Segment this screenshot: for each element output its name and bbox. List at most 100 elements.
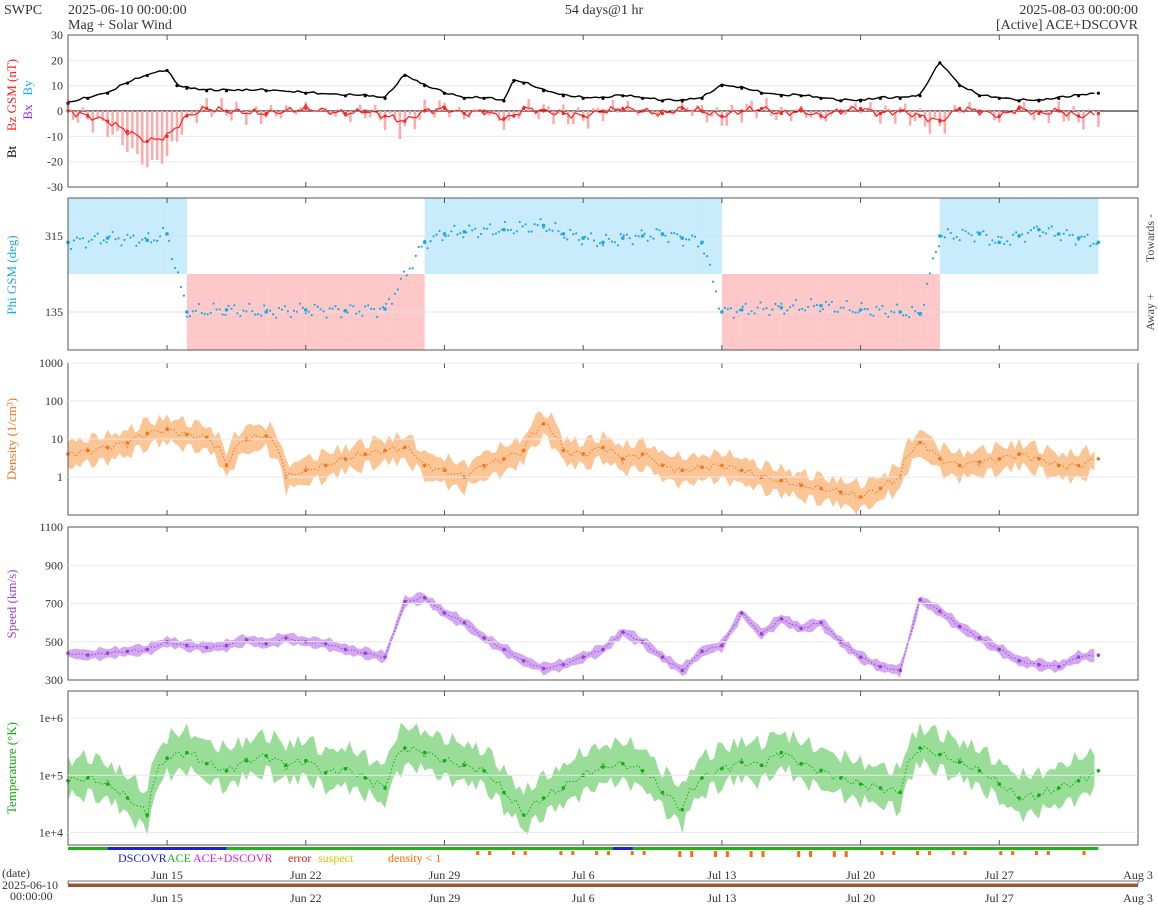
- density-point-41: [878, 486, 883, 491]
- phi-dot: [875, 305, 878, 308]
- speed-ytick-2: 700: [45, 597, 63, 611]
- bz-point-17: [462, 111, 466, 116]
- phi-dot: [135, 244, 138, 247]
- status-density-flag: [523, 851, 527, 855]
- density-point-46: [977, 460, 982, 464]
- phi-dot: [640, 229, 643, 232]
- phi-dot: [1038, 235, 1041, 238]
- speed-point-51: [1076, 655, 1081, 659]
- phi-point-33: [1017, 234, 1021, 238]
- speed-point-19: [442, 611, 447, 615]
- speed-point-45: [957, 624, 962, 629]
- phi-dot: [518, 220, 521, 224]
- bz-point-15: [423, 109, 427, 113]
- phi-dot: [527, 230, 530, 233]
- density-ytick-1: 100: [45, 394, 63, 408]
- phi-dot: [200, 311, 203, 315]
- phi-dot: [732, 316, 735, 319]
- speed-point-43: [918, 597, 922, 602]
- density-point-49: [1037, 457, 1041, 461]
- phi-dot: [361, 314, 364, 317]
- phi-dot: [697, 245, 700, 248]
- density-point-31: [680, 468, 685, 473]
- status-dscovr-bar: [107, 847, 227, 850]
- temperature-range-band: [68, 722, 1095, 836]
- phi-dot: [346, 311, 349, 314]
- speed-point-11: [284, 636, 288, 640]
- subtitle: Mag + Solar Wind: [68, 18, 172, 33]
- bt-point-26: [601, 96, 605, 100]
- temperature-point-48: [1017, 796, 1021, 800]
- phi-dot: [601, 244, 605, 247]
- density-point-24: [541, 422, 546, 426]
- status-density-flag: [476, 851, 480, 855]
- phi-dot: [254, 313, 257, 316]
- phi-panel: 315 135: [45, 197, 1139, 351]
- phi-dot: [774, 302, 777, 305]
- phi-dot: [815, 303, 819, 307]
- temperature-panel: 1e+6 1e+5 1e+4: [39, 690, 1139, 846]
- phi-dot: [581, 243, 584, 246]
- bt-point-9: [224, 89, 229, 93]
- speed-point-6: [185, 643, 189, 648]
- phi-dot: [807, 305, 810, 308]
- phi-dot: [655, 228, 658, 231]
- phi-point-5: [224, 308, 229, 312]
- phi-point-29: [918, 312, 922, 316]
- speed-point-14: [343, 647, 348, 652]
- phi-dot: [426, 247, 429, 250]
- phi-dot: [72, 239, 75, 242]
- density-ytick-2: 10: [51, 432, 63, 446]
- density-point-34: [739, 468, 744, 473]
- phi-dot: [691, 234, 694, 237]
- bz-point-14: [403, 119, 407, 123]
- legend-density: density < 1: [388, 851, 441, 865]
- phi-dot: [263, 304, 266, 307]
- phi-dot: [634, 234, 637, 237]
- phi-dot: [370, 307, 373, 310]
- speed-point-47: [997, 647, 1002, 652]
- phi-dot: [269, 309, 272, 312]
- phi-dot: [1044, 232, 1047, 235]
- phi-dot: [593, 239, 596, 242]
- speed-range-band: [68, 592, 1095, 678]
- phi-point-6: [264, 310, 268, 314]
- phi-dot: [1000, 236, 1003, 239]
- phi-dot: [922, 303, 926, 307]
- speed-point-32: [700, 649, 704, 654]
- bz-point-26: [621, 106, 625, 111]
- bt-point-23: [541, 89, 546, 93]
- bt-point-5: [165, 68, 169, 73]
- phi-dot: [780, 302, 783, 305]
- speed-point-18: [422, 595, 427, 600]
- status-density-flag: [892, 851, 896, 855]
- phi-dot: [703, 252, 706, 255]
- bt-point-29: [660, 99, 665, 103]
- phi-dot: [934, 250, 938, 253]
- phi-dot: [489, 223, 492, 226]
- phi-dot: [643, 232, 646, 235]
- phi-dot: [162, 227, 165, 230]
- bt-point-43: [938, 61, 942, 65]
- bt-point-51: [1096, 91, 1100, 95]
- phi-dot: [304, 312, 307, 315]
- phi-point-20: [660, 232, 665, 236]
- phi-dot: [741, 305, 744, 308]
- phi-dot: [289, 315, 292, 319]
- phi-ytick-1: 135: [45, 305, 63, 319]
- temperature-point-12: [303, 758, 308, 763]
- speed-point-50: [1056, 664, 1061, 669]
- phi-dot: [191, 310, 194, 313]
- phi-dot: [176, 271, 180, 274]
- phi-dot: [649, 235, 652, 238]
- phi-point-16: [581, 236, 585, 240]
- phi-point-8: [343, 308, 348, 313]
- density-point-4: [145, 431, 150, 436]
- speed-point-46: [977, 636, 982, 640]
- phi-dot: [786, 309, 789, 312]
- phi-dot: [824, 300, 828, 303]
- phi-dot: [937, 245, 941, 248]
- status-density-flag: [1034, 851, 1038, 855]
- density-point-17: [403, 445, 407, 450]
- phi-dot: [408, 267, 411, 270]
